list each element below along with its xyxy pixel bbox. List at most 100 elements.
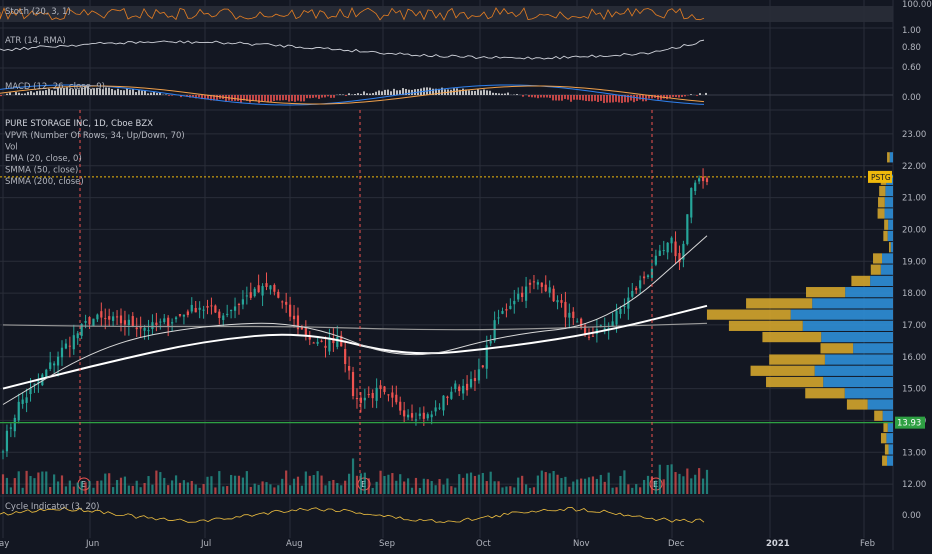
y-tick-label: 16.00 xyxy=(902,353,926,363)
macd-histogram-bar xyxy=(24,93,26,95)
candle-body xyxy=(92,319,94,326)
volume-bar xyxy=(663,479,665,494)
candle-body xyxy=(521,293,523,297)
macd-histogram-bar xyxy=(150,93,152,95)
volume-bar xyxy=(297,477,299,494)
candle-body xyxy=(560,300,562,303)
candle-body xyxy=(588,337,590,338)
vpvr-down-bar xyxy=(885,444,889,454)
volume-bar xyxy=(427,479,429,494)
macd-histogram-bar xyxy=(267,95,269,102)
volume-bar xyxy=(61,475,63,494)
macd-histogram-bar xyxy=(114,90,116,95)
volume-bar xyxy=(273,487,275,494)
vpvr-down-bar xyxy=(729,321,803,331)
vpvr-up-bar xyxy=(853,343,893,353)
candle-body xyxy=(234,306,236,310)
vpvr-up-bar xyxy=(812,298,893,308)
vpvr-up-bar xyxy=(891,242,893,252)
volume-bar xyxy=(509,486,511,494)
volume-bar xyxy=(572,482,574,494)
candle-body xyxy=(352,372,354,396)
macd-histogram-bar xyxy=(678,95,680,98)
volume-bar xyxy=(671,464,673,494)
candle-body xyxy=(277,292,279,298)
macd-histogram-bar xyxy=(324,95,326,97)
vpvr-down-bar xyxy=(820,343,853,353)
volume-bar xyxy=(336,483,338,494)
volume-bar xyxy=(77,483,79,494)
macd-histogram-bar xyxy=(540,95,542,97)
candle-body xyxy=(33,384,35,385)
x-tick-label: 2021 xyxy=(766,539,790,549)
candle-body xyxy=(112,316,114,321)
volume-bar xyxy=(230,475,232,494)
cycle-tick: 0.00 xyxy=(902,511,921,521)
volume-bar xyxy=(411,488,413,494)
volume-bar xyxy=(147,476,149,494)
volume-bar xyxy=(88,481,90,494)
candle-body xyxy=(187,311,189,315)
macd-histogram-bar xyxy=(495,93,497,95)
candle-body xyxy=(450,392,452,399)
macd-histogram-bar xyxy=(531,95,533,97)
macd-histogram-bar xyxy=(630,95,632,101)
symbol-title: PURE STORAGE INC, 1D, Cboe BZX xyxy=(5,119,153,129)
volume-bar xyxy=(305,471,307,494)
x-tick-label: Feb xyxy=(860,539,875,549)
candle-body xyxy=(120,316,122,324)
candle-body xyxy=(22,400,24,404)
vpvr-up-bar xyxy=(881,265,893,275)
macd-histogram-bar xyxy=(375,92,377,95)
candle-body xyxy=(671,238,673,244)
candle-body xyxy=(147,330,149,331)
candle-body xyxy=(281,301,283,302)
indicator-legend-item: SMMA (200, close) xyxy=(5,177,84,187)
candle-body xyxy=(442,396,444,411)
volume-bar xyxy=(269,484,271,494)
volume-bar xyxy=(96,481,98,494)
volume-bar xyxy=(206,477,208,494)
macd-histogram-bar xyxy=(129,90,131,95)
macd-histogram-bar xyxy=(609,95,611,103)
candle-body xyxy=(564,302,566,317)
macd-histogram-bar xyxy=(141,91,143,95)
volume-bar xyxy=(678,474,680,494)
vpvr-down-bar xyxy=(762,332,821,342)
candle-body xyxy=(348,366,350,371)
candle-body xyxy=(317,342,319,344)
vpvr-up-bar xyxy=(887,456,893,466)
macd-histogram-bar xyxy=(498,93,500,95)
candle-body xyxy=(313,343,315,344)
macd-histogram-bar xyxy=(507,93,509,95)
candle-body xyxy=(466,384,468,390)
macd-histogram-bar xyxy=(501,94,503,95)
volume-bar xyxy=(187,482,189,494)
candle-body xyxy=(619,309,621,314)
macd-histogram-bar xyxy=(171,95,173,96)
x-tick-label: ay xyxy=(0,539,9,549)
candle-body xyxy=(643,276,645,278)
candle-body xyxy=(218,312,220,318)
vpvr-down-bar xyxy=(874,411,882,421)
candle-body xyxy=(324,346,326,348)
macd-histogram-bar xyxy=(147,93,149,95)
macd-histogram-bar xyxy=(579,95,581,100)
volume-bar xyxy=(332,480,334,494)
macd-histogram-bar xyxy=(546,95,548,97)
macd-histogram-bar xyxy=(276,95,278,100)
macd-histogram-bar xyxy=(468,90,470,95)
vpvr-up-bar xyxy=(815,366,893,376)
volume-bar xyxy=(497,481,499,494)
volume-bar xyxy=(352,458,354,494)
volume-bar xyxy=(379,471,381,494)
candle-body xyxy=(100,311,102,317)
volume-bar xyxy=(124,477,126,494)
volume-bar xyxy=(317,471,319,494)
candle-body xyxy=(254,289,256,296)
vpvr-up-bar xyxy=(845,388,893,398)
candle-body xyxy=(674,242,676,257)
macd-histogram-bar xyxy=(588,95,590,101)
